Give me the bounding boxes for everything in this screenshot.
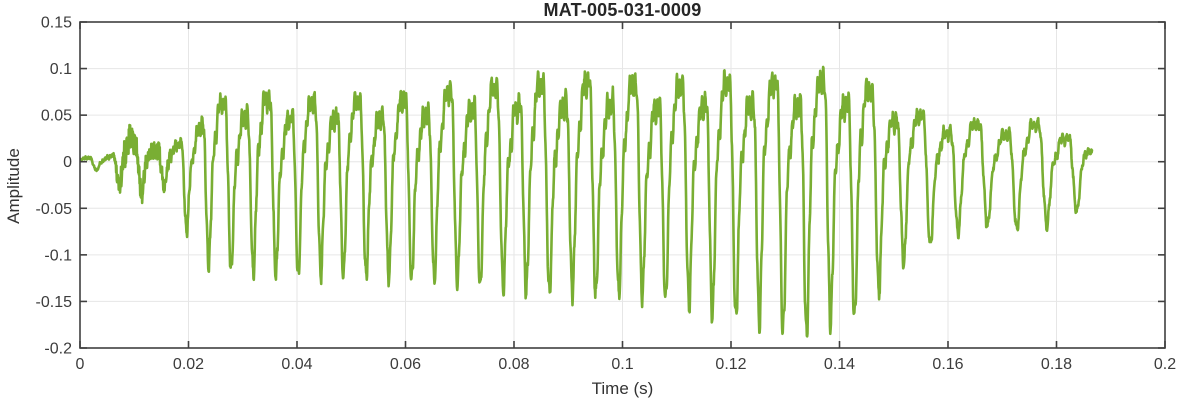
y-tick-label: 0 <box>63 154 72 171</box>
x-tick-label: 0.18 <box>1041 356 1072 373</box>
y-tick-label: -0.1 <box>44 247 72 264</box>
y-tick-label: 0.15 <box>41 15 72 32</box>
x-tick-label: 0 <box>76 356 85 373</box>
y-tick-label: 0.1 <box>50 61 72 78</box>
x-axis-label: Time (s) <box>591 379 654 398</box>
x-tick-label: 0.14 <box>824 356 855 373</box>
x-tick-label: 0.04 <box>281 356 312 373</box>
x-tick-label: 0.06 <box>390 356 421 373</box>
y-tick-label: -0.05 <box>36 201 73 218</box>
y-tick-label: 0.05 <box>41 108 72 125</box>
x-tick-label: 0.12 <box>715 356 746 373</box>
x-tick-label: 0.08 <box>498 356 529 373</box>
plot-box <box>79 21 1166 349</box>
x-tick-label: 0.1 <box>611 356 633 373</box>
chart-title: MAT-005-031-0009 <box>543 0 702 20</box>
x-tick-label: 0.2 <box>1154 356 1176 373</box>
y-tick-label: -0.2 <box>44 341 72 358</box>
waveform-line <box>80 65 1094 338</box>
x-tick-label: 0.16 <box>932 356 963 373</box>
y-tick-label: -0.15 <box>36 294 73 311</box>
x-tick-label: 0.02 <box>173 356 204 373</box>
